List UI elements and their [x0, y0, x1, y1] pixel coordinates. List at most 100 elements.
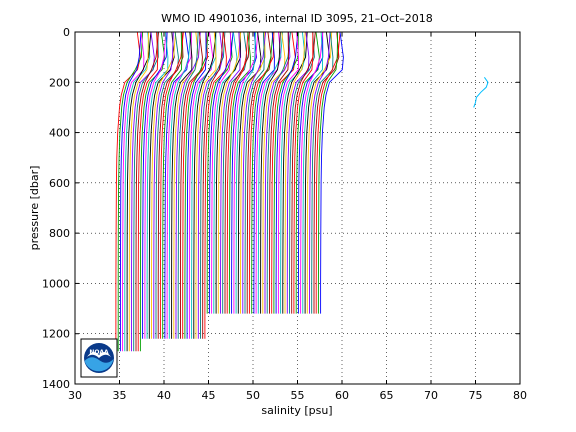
y-tick-label: 400 — [49, 127, 70, 140]
salinity-profile — [253, 32, 275, 314]
salinity-profile — [293, 32, 314, 314]
x-tick-label: 65 — [380, 389, 394, 402]
y-tick-label: 1400 — [42, 378, 70, 391]
salinity-profile — [206, 32, 233, 314]
logo-text: NOAA — [89, 349, 109, 356]
salinity-profile — [224, 32, 250, 314]
salinity-profile — [266, 32, 291, 314]
salinity-profile — [300, 32, 324, 314]
salinity-profile — [275, 32, 299, 314]
salinity-profile — [233, 32, 259, 314]
salinity-profile — [135, 32, 160, 352]
salinity-profile — [237, 32, 262, 314]
salinity-profile — [264, 32, 291, 314]
chart-title: WMO ID 4901036, internal ID 3095, 21–Oct… — [161, 12, 433, 25]
salinity-profile — [313, 32, 340, 314]
salinity-profile — [177, 32, 199, 339]
x-tick-label: 75 — [469, 389, 483, 402]
grid-layer — [75, 32, 520, 384]
salinity-profile — [280, 32, 306, 314]
y-tick-label: 600 — [49, 177, 70, 190]
salinity-profile — [273, 32, 299, 314]
x-tick-label: 80 — [513, 389, 527, 402]
salinity-profile — [168, 32, 192, 339]
salinity-profile — [235, 32, 256, 314]
salinity-profile — [220, 32, 241, 314]
salinity-profile — [157, 32, 184, 339]
salinity-profile — [289, 32, 315, 314]
logo-gull — [87, 351, 111, 358]
salinity-profile — [186, 32, 207, 339]
x-tick-label: 40 — [157, 389, 171, 402]
outlier-profile — [473, 77, 489, 108]
y-tick-label: 0 — [63, 26, 70, 39]
salinity-profile — [231, 32, 257, 314]
salinity-profile — [126, 32, 152, 352]
salinity-profile — [242, 32, 267, 314]
salinity-profile — [159, 32, 184, 339]
salinity-profile — [260, 32, 281, 314]
salinity-profile — [320, 32, 344, 314]
salinity-profile — [162, 32, 183, 339]
salinity-profile — [302, 32, 324, 314]
salinity-profile — [128, 32, 149, 352]
salinity-profile — [171, 32, 193, 339]
salinity-profile — [222, 32, 248, 314]
y-tick-label: 1000 — [42, 277, 70, 290]
x-tick-label: 60 — [335, 389, 349, 402]
axis-ticks: 30 35 40 45 50 55 60 65 70 75 80020040060080010001… — [42, 26, 527, 402]
salinity-profile — [142, 32, 168, 339]
salinity-profile — [306, 32, 333, 314]
x-axis-label: salinity [psu] — [261, 404, 332, 417]
salinity-profile — [317, 32, 339, 314]
x-tick-label: 45 — [202, 389, 216, 402]
salinity-profile — [269, 32, 289, 314]
y-tick-label: 200 — [49, 76, 70, 89]
salinity-profile — [226, 32, 249, 314]
salinity-profile — [195, 32, 217, 339]
salinity-profile — [262, 32, 286, 314]
salinity-profile — [193, 32, 217, 339]
salinity-profile — [211, 32, 232, 314]
salinity-profile — [197, 32, 224, 339]
salinity-profile — [284, 32, 306, 314]
salinity-profile — [309, 32, 331, 314]
salinity-profiles — [115, 32, 489, 352]
salinity-profile — [164, 32, 190, 339]
logo-wave — [84, 357, 114, 372]
salinity-profile — [202, 32, 224, 339]
salinity-profile — [215, 32, 242, 314]
salinity-profile — [244, 32, 265, 314]
salinity-profile — [251, 32, 274, 314]
salinity-profile — [228, 32, 251, 314]
salinity-profile — [297, 32, 324, 314]
x-tick-label: 70 — [424, 389, 438, 402]
x-tick-label: 30 — [68, 389, 82, 402]
salinity-profile — [151, 32, 177, 339]
x-tick-label: 50 — [246, 389, 260, 402]
x-tick-label: 55 — [291, 389, 305, 402]
noaa-logo: NOAA — [80, 338, 118, 378]
salinity-profile — [182, 32, 209, 339]
salinity-profile — [257, 32, 284, 314]
salinity-profile — [122, 32, 145, 352]
salinity-profile — [153, 32, 174, 339]
salinity-profile — [117, 32, 144, 352]
salinity-profile — [148, 32, 175, 339]
salinity-profile — [180, 32, 203, 339]
salinity-profile — [315, 32, 341, 314]
salinity-profile — [139, 32, 166, 352]
salinity-profile — [304, 32, 330, 314]
salinity-profile — [200, 32, 226, 339]
salinity-profile — [175, 32, 201, 339]
y-tick-label: 800 — [49, 227, 70, 240]
salinity-profile — [188, 32, 214, 339]
salinity-profile — [204, 32, 227, 339]
salinity-profile — [208, 32, 234, 314]
salinity-profile — [133, 32, 159, 352]
salinity-profile — [246, 32, 272, 314]
x-tick-label: 35 — [113, 389, 127, 402]
salinity-profile — [124, 32, 151, 352]
y-axis-label: pressure [dbar] — [28, 166, 41, 251]
